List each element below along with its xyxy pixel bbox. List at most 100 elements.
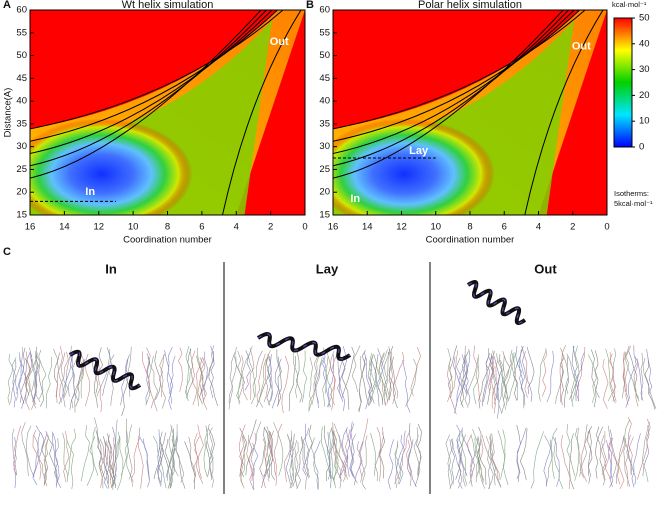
- lipid: [147, 357, 159, 412]
- lipid: [493, 356, 500, 419]
- lipid: [341, 346, 355, 398]
- lipid: [300, 436, 309, 490]
- lipid: [40, 431, 49, 485]
- lipid: [273, 422, 284, 476]
- lipid: [447, 348, 454, 399]
- lipid: [12, 359, 17, 408]
- lipid: [388, 345, 394, 401]
- colorbar-tick-label: 10: [639, 116, 650, 127]
- x-tick-label: 0: [302, 222, 307, 233]
- lipid: [509, 349, 518, 401]
- lipid: [160, 354, 166, 409]
- helix-highlight: [467, 281, 526, 324]
- lipid: [191, 350, 201, 400]
- lipid: [168, 426, 175, 478]
- lipid: [290, 440, 299, 489]
- lipid: [396, 430, 406, 480]
- lipid: [66, 439, 74, 490]
- lipid: [384, 351, 389, 402]
- lipid: [207, 428, 215, 480]
- lipid: [624, 419, 633, 476]
- y-tick-label: 40: [319, 96, 330, 107]
- lipid: [601, 435, 607, 486]
- lipid: [194, 436, 202, 479]
- membrane: [445, 345, 657, 490]
- lipid: [268, 353, 274, 402]
- lipid: [308, 357, 323, 412]
- lipid: [177, 347, 183, 392]
- lipid: [456, 357, 465, 406]
- lipid: [167, 346, 174, 394]
- lipid: [126, 430, 134, 483]
- lipid: [209, 427, 214, 477]
- lipid: [263, 350, 271, 403]
- y-axis-label: Distance(A): [3, 88, 14, 138]
- lipid: [587, 354, 597, 403]
- lipid: [498, 356, 505, 414]
- lipid: [7, 357, 17, 406]
- lipid: [338, 355, 346, 412]
- lipid: [29, 352, 38, 403]
- lipid: [624, 351, 640, 399]
- lipid: [461, 427, 476, 477]
- lipid: [646, 349, 653, 395]
- lipid: [378, 426, 384, 482]
- lipid: [591, 349, 597, 408]
- lipid: [606, 440, 614, 488]
- lipid: [142, 351, 154, 409]
- lipid: [62, 432, 68, 482]
- lipid: [608, 425, 617, 478]
- lipid: [131, 436, 141, 487]
- lipid: [640, 352, 644, 401]
- lipid: [192, 356, 203, 406]
- lipid: [250, 421, 262, 476]
- lipid: [322, 347, 327, 394]
- lipid: [313, 440, 321, 490]
- lipid: [32, 425, 41, 477]
- lipid: [185, 348, 194, 397]
- lipid: [120, 424, 133, 476]
- panel-letter: B: [306, 0, 314, 11]
- lipid: [388, 351, 396, 404]
- y-tick-label: 25: [319, 164, 330, 175]
- lipid: [320, 426, 331, 480]
- lipid: [491, 350, 499, 401]
- lipid: [391, 356, 398, 409]
- lipid: [445, 434, 451, 489]
- x-tick-label: 16: [25, 222, 36, 233]
- lipid: [410, 346, 421, 397]
- lipid: [616, 435, 625, 484]
- lipid: [234, 347, 245, 399]
- lipid: [239, 435, 245, 489]
- lipid: [378, 352, 386, 406]
- lipid: [369, 352, 376, 404]
- lipid: [642, 425, 650, 477]
- lipid: [641, 421, 651, 483]
- lipid: [185, 345, 190, 402]
- y-tick-label: 30: [16, 141, 27, 152]
- lipid: [447, 350, 459, 403]
- lipid: [473, 345, 481, 402]
- lipid: [625, 437, 634, 487]
- lipid: [577, 427, 582, 477]
- lipid: [628, 351, 640, 402]
- snapshot-title: Out: [534, 261, 557, 276]
- colorbar-tick-label: 0: [639, 142, 644, 153]
- lipid: [236, 350, 242, 403]
- y-tick-label: 30: [319, 141, 330, 152]
- lipid: [521, 345, 528, 398]
- lipid: [248, 432, 257, 481]
- lipid: [52, 431, 62, 489]
- lipid: [530, 431, 544, 489]
- lipid: [256, 353, 270, 408]
- y-tick-label: 35: [16, 118, 27, 129]
- x-tick-label: 14: [362, 222, 373, 233]
- membrane: [228, 345, 422, 490]
- isotherm: [333, 10, 570, 167]
- lipid: [109, 437, 115, 488]
- x-tick-label: 0: [604, 222, 609, 233]
- lipid: [481, 435, 502, 488]
- lipid: [192, 424, 204, 478]
- isotherm: [333, 10, 586, 130]
- lipid: [339, 346, 347, 402]
